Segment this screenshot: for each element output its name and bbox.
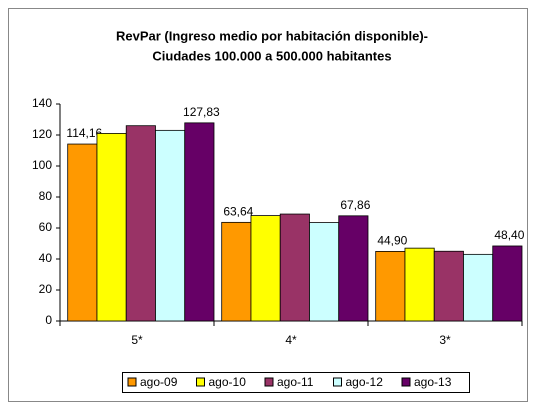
y-tick-label: 140 — [32, 96, 52, 110]
value-label: 44,90 — [377, 234, 407, 248]
legend-swatch — [333, 377, 342, 387]
value-label: 114,16 — [66, 126, 102, 140]
value-label: 67,86 — [340, 198, 370, 212]
bar — [67, 143, 98, 322]
chart-title: RevPar (Ingreso medio por habitación dis… — [116, 28, 428, 43]
x-tick-label: 3* — [439, 333, 451, 347]
bar — [125, 125, 156, 322]
bar — [338, 215, 369, 322]
bar — [250, 215, 281, 322]
value-label: 63,64 — [223, 205, 253, 219]
y-tick-label: 20 — [39, 282, 53, 296]
x-tick-label: 5* — [131, 333, 143, 347]
bar — [184, 122, 215, 322]
y-tick-label: 0 — [45, 313, 52, 327]
value-label: 48,40 — [494, 228, 524, 242]
y-tick-label: 100 — [32, 158, 52, 172]
legend-label: ago-13 — [414, 375, 452, 389]
legend-label: ago-12 — [346, 375, 384, 389]
legend-swatch — [127, 377, 137, 387]
legend-label: ago-10 — [209, 375, 247, 389]
y-tick-label: 120 — [32, 127, 52, 141]
bar — [309, 222, 340, 322]
bar — [492, 245, 523, 322]
bar — [404, 247, 435, 322]
y-tick-label: 80 — [39, 189, 53, 203]
y-tick-label: 40 — [39, 251, 53, 265]
y-tick-label: 60 — [39, 220, 53, 234]
bar — [279, 213, 310, 322]
legend-label: ago-09 — [140, 375, 178, 389]
bar — [96, 133, 127, 322]
bar — [463, 253, 494, 322]
x-tick-label: 4* — [285, 333, 297, 347]
legend-swatch — [264, 377, 274, 387]
legend-box — [122, 372, 470, 393]
bar — [155, 129, 186, 322]
value-label: 127,83 — [183, 105, 220, 119]
bar — [433, 250, 464, 322]
legend-swatch — [196, 377, 205, 387]
bar — [375, 251, 406, 322]
legend-label: ago-11 — [277, 375, 314, 389]
legend-swatch — [401, 377, 411, 387]
bar — [221, 221, 252, 322]
chart-title: Ciudades 100.000 a 500.000 habitantes — [152, 48, 391, 63]
